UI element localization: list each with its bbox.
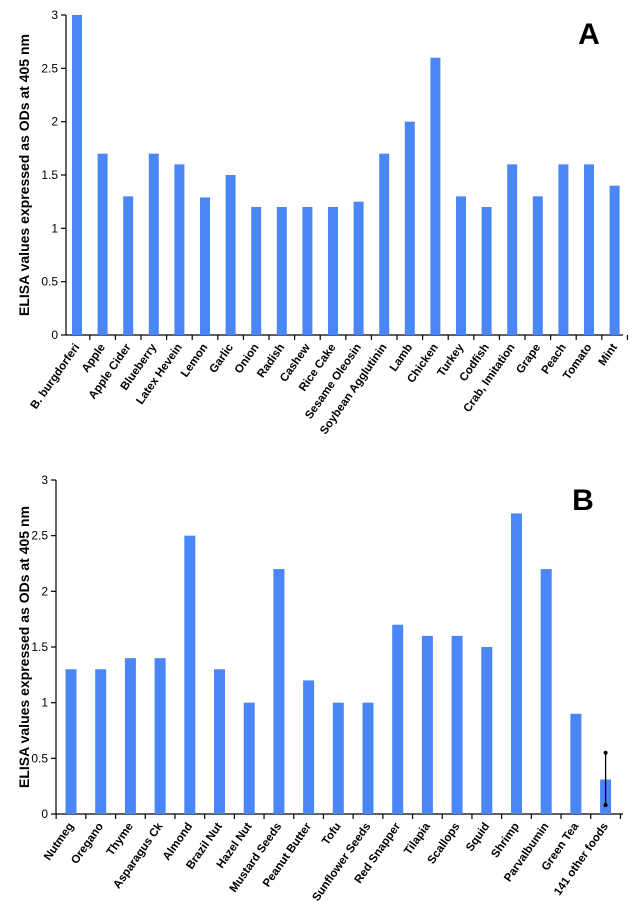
chart-b-bar [65,669,77,814]
chart-a-bar [584,164,594,335]
chart-a-bar [148,153,159,335]
chart-b-category-label: Tofu [320,821,344,848]
chart-b-plot: 00.511.522.53NutmegOreganoThymeAsparagus… [31,473,623,904]
chart-b-category-label: Squid [464,821,492,854]
chart-b-error-cap-high [603,750,608,755]
chart-b-bar [95,669,107,814]
chart-a-y-tick-label: 0 [51,328,58,342]
chart-b-bar [392,624,404,814]
chart-b-bar [570,713,582,814]
chart-b-y-tick-label: 1 [41,696,48,710]
chart-a-panel-label: A [578,18,600,51]
chart-a-bar [379,153,390,335]
chart-b-bar [332,702,344,814]
chart-a-bar [72,15,82,335]
chart-b-panel-label: B [572,484,594,517]
chart-b-y-tick-label: 1.5 [31,640,48,654]
chart-b-y-tick-label: 0 [41,807,48,821]
chart-a-bar [251,207,262,335]
chart-a-bar [558,164,569,335]
chart-a-bar [302,207,313,335]
chart-b-bar [451,635,463,814]
chart-b-bar [303,680,315,814]
chart-a-y-axis-label: ELISA values expressed as ODs at 405 nm [16,34,32,316]
chart-a-bar [481,207,492,335]
chart-a-category-label: Grape [514,342,543,376]
chart-b-y-axis-label: ELISA values expressed as ODs at 405 nm [16,506,32,788]
chart-a-bar [276,207,287,335]
chart-a-bar [507,164,518,335]
chart-b-bar [184,535,196,814]
chart-a-bar [353,201,364,335]
chart-a-category-label: Garlic [208,341,237,375]
chart-b-y-tick-label: 2.5 [31,529,48,543]
chart-b-y-tick-label: 0.5 [31,751,48,765]
chart-a-bar [430,57,441,336]
chart-a-category-label: Lemon [179,342,210,380]
chart-a-bar [609,185,620,335]
chart-b-bar [273,569,285,814]
chart-a-y-tick-label: 2.5 [41,61,58,75]
chart-b-bar [243,702,255,814]
chart-a-y-tick-label: 2 [51,115,58,129]
chart-b-category-label: 141 other foods [552,821,611,898]
chart-a-y-tick-label: 0.5 [41,275,58,289]
chart-b-category-label: Tilapia [402,820,433,857]
chart-b-bar [421,635,433,814]
chart-b-bar [124,658,136,814]
chart-b-y-tick-label: 2 [41,584,48,598]
chart-a-y-tick-label: 1 [51,221,58,235]
chart-b-category-label: Shrimp [489,821,522,860]
chart-a-bar [404,121,415,336]
chart-a-bar [328,207,338,335]
chart-b-y-tick-label: 3 [41,473,48,487]
chart-a-bar [200,197,210,335]
chart-b-bar [362,702,374,814]
chart-a-category-label: Mint [597,342,620,368]
chart-a-y-tick-label: 1.5 [41,168,58,182]
chart-b-bar [214,669,225,814]
chart-a-bar [97,153,108,335]
chart-b-category-label: Thyme [105,821,136,858]
chart-a-category-label: B. burgdorferi [29,342,83,412]
chart-b-bar [481,647,493,814]
chart-a-bar [532,196,543,335]
chart-a-bar [225,175,236,335]
chart-b-error-cap-low [603,803,608,808]
chart-b-bar [540,569,552,814]
chart-b-bar [154,658,166,814]
chart-a-bar [123,196,134,335]
chart-a-bar [456,196,466,335]
chart-b-bar [511,513,522,814]
chart-a-y-tick-label: 3 [51,8,58,22]
chart-a-bar [174,164,185,335]
